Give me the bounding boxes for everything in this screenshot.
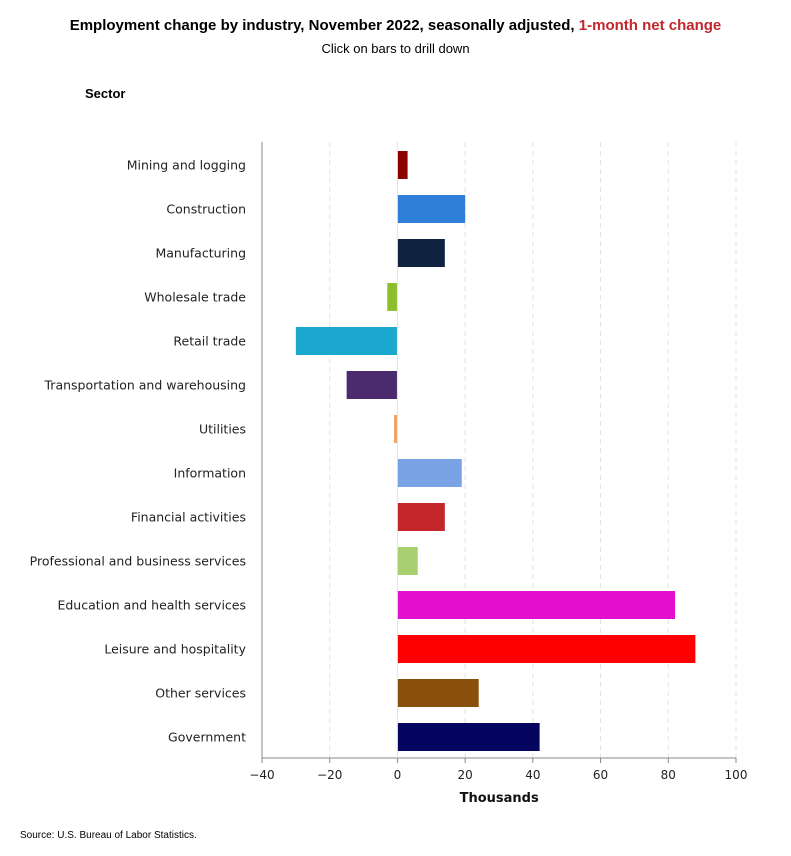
bar-retail-trade[interactable] (295, 327, 398, 355)
bar-other-services[interactable] (397, 679, 479, 707)
chart-subtitle: Click on bars to drill down (321, 41, 470, 56)
chart-title-main: Employment change by industry, November … (69, 17, 575, 34)
y-axis-title: Sector (85, 86, 126, 101)
source-note: Source: U.S. Bureau of Labor Statistics. (20, 830, 197, 841)
bar-wholesale-trade[interactable] (387, 283, 398, 311)
bar-transportation-and-warehousing[interactable] (346, 371, 398, 399)
x-tick-label: 100 (725, 768, 748, 782)
category-label: Retail trade (173, 334, 246, 349)
bar-manufacturing[interactable] (397, 239, 445, 267)
bar-professional-and-business-services[interactable] (397, 547, 418, 575)
bar-leisure-and-hospitality[interactable] (397, 635, 696, 663)
category-label: Mining and logging (127, 158, 246, 173)
x-tick-label: −20 (317, 768, 342, 782)
bar-utilities[interactable] (394, 415, 398, 443)
bar-government[interactable] (397, 723, 540, 751)
bar-mining-and-logging[interactable] (397, 151, 408, 179)
category-label: Manufacturing (155, 246, 246, 261)
category-label: Government (168, 730, 246, 745)
x-tick-label: 0 (394, 768, 402, 782)
x-tick-label: 40 (525, 768, 540, 782)
category-label: Education and health services (57, 598, 246, 613)
category-label: Professional and business services (30, 554, 246, 569)
category-label: Wholesale trade (144, 290, 246, 305)
category-label: Information (174, 466, 246, 481)
x-tick-label: 80 (661, 768, 676, 782)
x-tick-label: 20 (458, 768, 473, 782)
category-labels: Mining and logging Construction Manufactur… (30, 158, 247, 745)
x-tick-labels: −40 −20 0 20 40 60 80 100 (249, 768, 747, 782)
axes (261, 142, 737, 763)
category-label: Transportation and warehousing (44, 378, 247, 393)
bar-chart: Mining and logging Construction Manufactur… (30, 142, 747, 806)
category-label: Leisure and hospitality (104, 642, 246, 657)
grid-lines (329, 142, 737, 758)
bar-education-and-health-services[interactable] (397, 591, 676, 619)
category-label: Utilities (199, 422, 246, 437)
bar-information[interactable] (397, 459, 462, 487)
chart-title: Employment change by industry, November … (0, 17, 791, 34)
chart-title-accent: 1-month net change (578, 17, 722, 34)
bars (295, 151, 696, 751)
category-label: Financial activities (131, 510, 246, 525)
bar-construction[interactable] (397, 195, 466, 223)
x-tick-label: 60 (593, 768, 608, 782)
bar-financial-activities[interactable] (397, 503, 445, 531)
x-tick-label: −40 (249, 768, 274, 782)
category-label: Construction (166, 202, 246, 217)
category-label: Other services (155, 686, 246, 701)
x-axis-title: Thousands (460, 791, 539, 806)
